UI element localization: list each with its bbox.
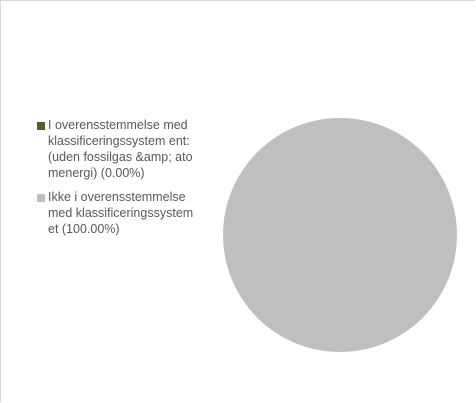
pie-slice-1	[223, 118, 457, 352]
legend-swatch-aligned	[37, 122, 45, 130]
legend-label-aligned: I overensstemmelse med klassificeringssy…	[48, 118, 193, 180]
legend-label-not-aligned: Ikke i overensstemmelse med klassificeri…	[48, 190, 194, 236]
legend-swatch-not-aligned	[37, 194, 45, 202]
legend-item-aligned: I overensstemmelse med klassificeringssy…	[37, 117, 197, 181]
legend: I overensstemmelse med klassificeringssy…	[37, 117, 197, 245]
legend-item-not-aligned: Ikke i overensstemmelse med klassificeri…	[37, 189, 197, 237]
